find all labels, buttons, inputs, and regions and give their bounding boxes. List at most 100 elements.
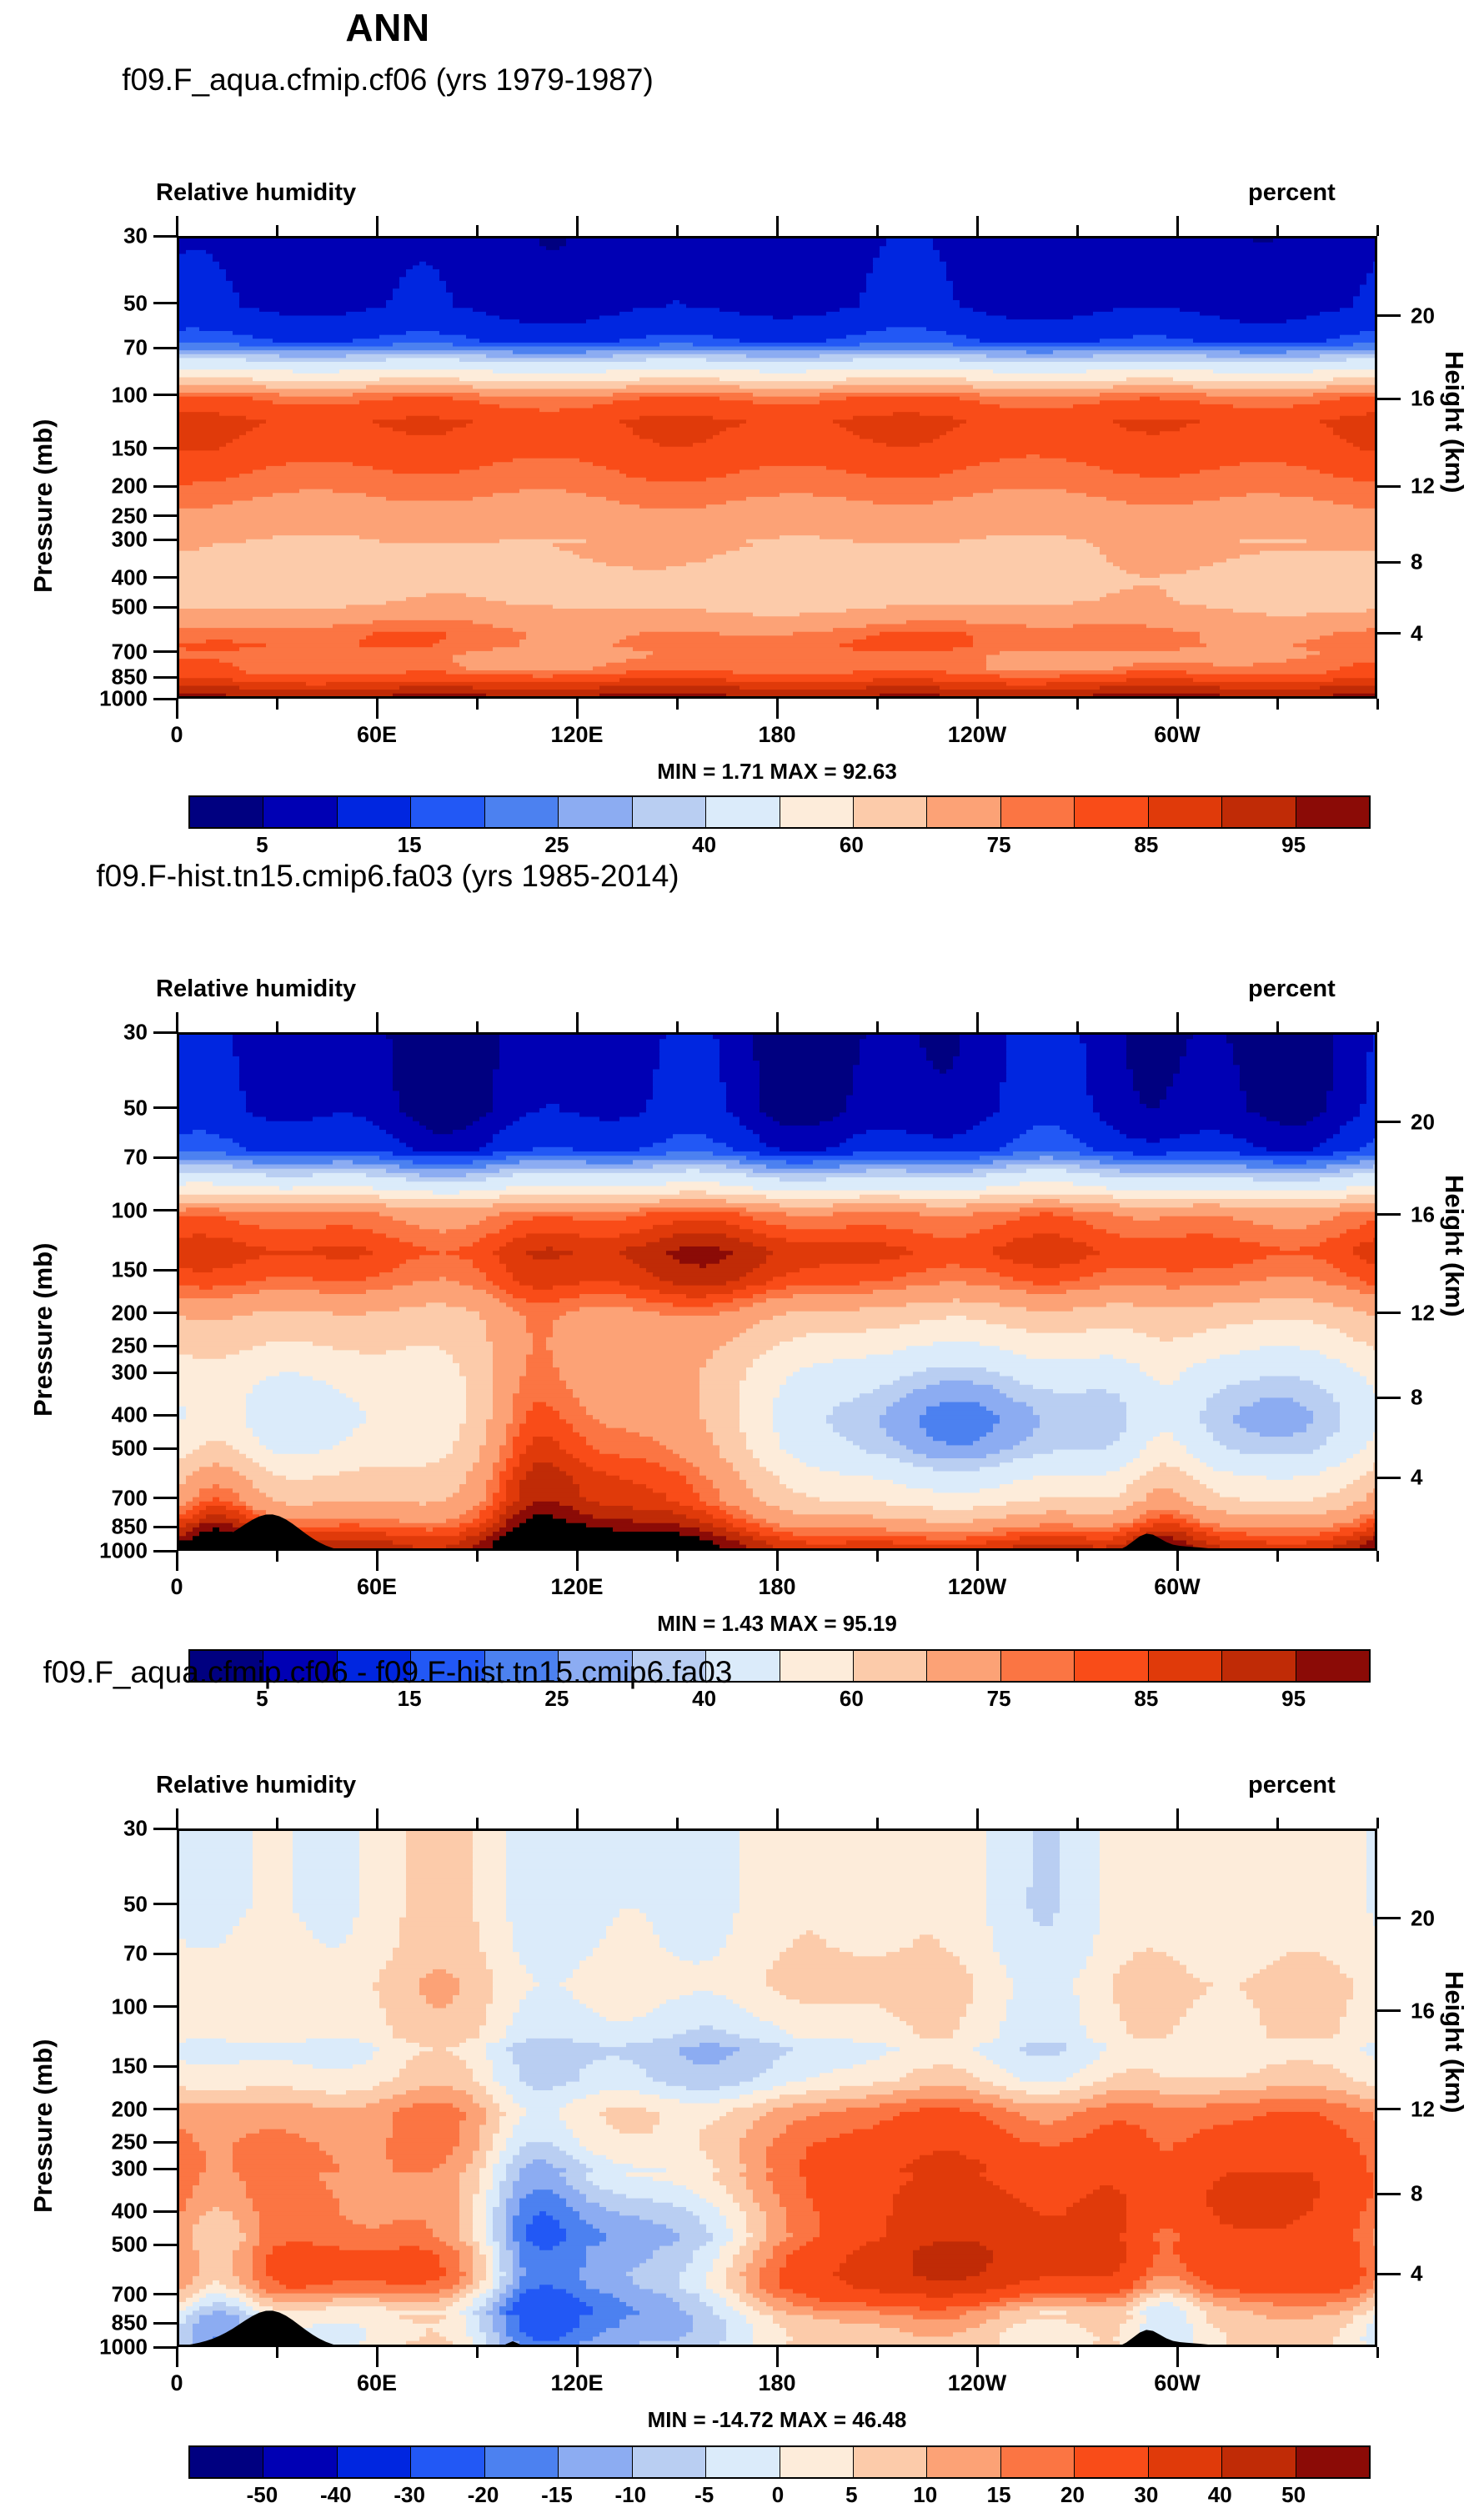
panel-2-ytick-label-right: 4 (1411, 1465, 1484, 1491)
panel-2-ytick-label-left: 30 (10, 1020, 148, 1046)
panel-2-xtick (1276, 1551, 1279, 1562)
panel-2-xtick (1376, 1551, 1379, 1562)
panel-2-ytick-label-right: 8 (1411, 1385, 1484, 1411)
panel-2-ytick-label-left: 100 (10, 1197, 148, 1223)
colorbar-cell (1001, 797, 1075, 827)
panel-2-ytick-label-left: 500 (10, 1436, 148, 1462)
panel-3-ytick-right (1377, 2108, 1401, 2110)
panel-2-xtick (576, 1551, 579, 1571)
panel-3-colorbar-label: -5 (694, 2482, 714, 2508)
panel-2-xtick (1176, 1551, 1179, 1571)
panel-3-xtick (1276, 2347, 1279, 2358)
panel-3-ytick-right (1377, 2193, 1401, 2195)
panel-2-ytick-label-left: 70 (10, 1145, 148, 1171)
panel-2-minmax: MIN = 1.43 MAX = 95.19 (657, 1611, 897, 1637)
panel-2-ytick-left (153, 1414, 177, 1417)
panel-3-xtick-label: 120W (948, 2370, 1007, 2396)
colorbar-cell (854, 797, 927, 827)
panel-2-xtick-top (476, 1021, 479, 1032)
panel-3-colorbar-label: 10 (913, 2482, 937, 2508)
panel-3-ytick-right (1377, 1917, 1401, 1919)
panel-2-xtick (376, 1551, 379, 1571)
panel-2-ytick-label-left: 850 (10, 1514, 148, 1540)
panel-3-colorbar-label: -15 (541, 2482, 573, 2508)
panel-1-xtick-label: 120W (948, 722, 1007, 748)
panel-3-colorbar-label: -10 (614, 2482, 646, 2508)
panel-2-xtick (676, 1551, 679, 1562)
panel-1-ytick-left (153, 302, 177, 304)
colorbar-cell (1149, 797, 1222, 827)
panel-2-xtick-top (976, 1012, 979, 1032)
panel-3-y-axis-title-left: Pressure (mb) (28, 2039, 58, 2213)
colorbar-cell (854, 2447, 927, 2477)
panel-3-units-label: percent (1248, 1772, 1336, 1799)
panel-2-xtick (176, 1551, 178, 1571)
panel-3-ytick-left (153, 2005, 177, 2008)
panel-2-ytick-left (153, 1209, 177, 1211)
panel-3-ytick-label-left: 1000 (10, 2335, 148, 2360)
panel-3-ytick-left (153, 2322, 177, 2325)
panel-1-xtick-top (476, 225, 479, 236)
panel-1-xtick-top (1376, 225, 1379, 236)
panel-3-xtick-top (876, 1818, 879, 1828)
panel-2-xtick (876, 1551, 879, 1562)
panel-1-ytick-right (1377, 485, 1401, 488)
panel-1-ytick-right (1377, 632, 1401, 635)
panel-2-ytick-label-left: 700 (10, 1485, 148, 1511)
panel-3-xtick (476, 2347, 479, 2358)
panel-3-ytick-left (153, 1828, 177, 1830)
colorbar-cell (1001, 1651, 1075, 1681)
panel-3-y-axis-title-right: Height (km) (1439, 1971, 1469, 2114)
panel-1-ytick-left (153, 576, 177, 579)
colorbar-cell (1222, 797, 1296, 827)
colorbar-cell (1075, 797, 1148, 827)
panel-1-ytick-label-left: 70 (10, 335, 148, 361)
panel-3-ytick-label-left: 700 (10, 2281, 148, 2307)
panel-1-xtick-top (176, 216, 178, 236)
panel-2-xtick-top (1176, 1012, 1179, 1032)
panel-1-colorbar-label: 15 (398, 832, 422, 858)
panel-2-ytick-left (153, 1345, 177, 1347)
panel-1-xtick-top (576, 216, 579, 236)
panel-1-ytick-label-left: 700 (10, 639, 148, 665)
panel-3-ytick-label-left: 100 (10, 1994, 148, 2019)
panel-1-xtick-label: 60W (1154, 722, 1201, 748)
panel-2-ytick-left (153, 1550, 177, 1552)
panel-2-xtick (776, 1551, 779, 1571)
panel-1-colorbar-label: 95 (1281, 832, 1306, 858)
panel-3-ytick-label-left: 70 (10, 1941, 148, 1967)
panel-3-xtick-top (1076, 1818, 1079, 1828)
colorbar-cell (780, 1651, 854, 1681)
panel-3-ytick-label-left: 500 (10, 2232, 148, 2258)
colorbar-cell (854, 1651, 927, 1681)
panel-1-xtick (876, 699, 879, 710)
colorbar-cell (485, 797, 559, 827)
panel-3-colorbar-label: 40 (1208, 2482, 1232, 2508)
panel-3-minmax: MIN = -14.72 MAX = 46.48 (648, 2407, 907, 2433)
panel-3-xtick-label: 0 (170, 2370, 183, 2396)
panel-2-y-axis-title-right: Height (km) (1439, 1175, 1469, 1317)
panel-1-y-axis-title-left: Pressure (mb) (28, 419, 58, 592)
panel-2-title: f09.F-hist.tn15.cmip6.fa03 (yrs 1985-201… (0, 859, 775, 894)
panel-2-ytick-label-right: 20 (1411, 1109, 1484, 1135)
panel-1-ytick-left (153, 347, 177, 349)
panel-3-colorbar-label: -30 (394, 2482, 425, 2508)
panel-3-ytick-left (153, 2141, 177, 2144)
panel-1-ytick-right (1377, 314, 1401, 317)
panel-3-ytick-left (153, 2108, 177, 2110)
panel-1-ytick-label-left: 100 (10, 382, 148, 408)
panel-3-xtick (1176, 2347, 1179, 2367)
panel-3-ytick-left (153, 2244, 177, 2246)
panel-1-ytick-left (153, 394, 177, 396)
colorbar-cell (927, 1651, 1000, 1681)
panel-2-xtick-top (1076, 1021, 1079, 1032)
panel-2-xtick (476, 1551, 479, 1562)
panel-1-ytick-left (153, 698, 177, 700)
panel-2-ytick-left (153, 1106, 177, 1109)
panel-2-colorbar-label: 95 (1281, 1686, 1306, 1712)
panel-3-variable-label: Relative humidity (156, 1772, 356, 1799)
panel-3-colorbar-label: 30 (1134, 2482, 1158, 2508)
panel-3-ytick-label-left: 850 (10, 2310, 148, 2336)
panel-1-xtick (276, 699, 278, 710)
panel-2-xtick-top (276, 1021, 278, 1032)
